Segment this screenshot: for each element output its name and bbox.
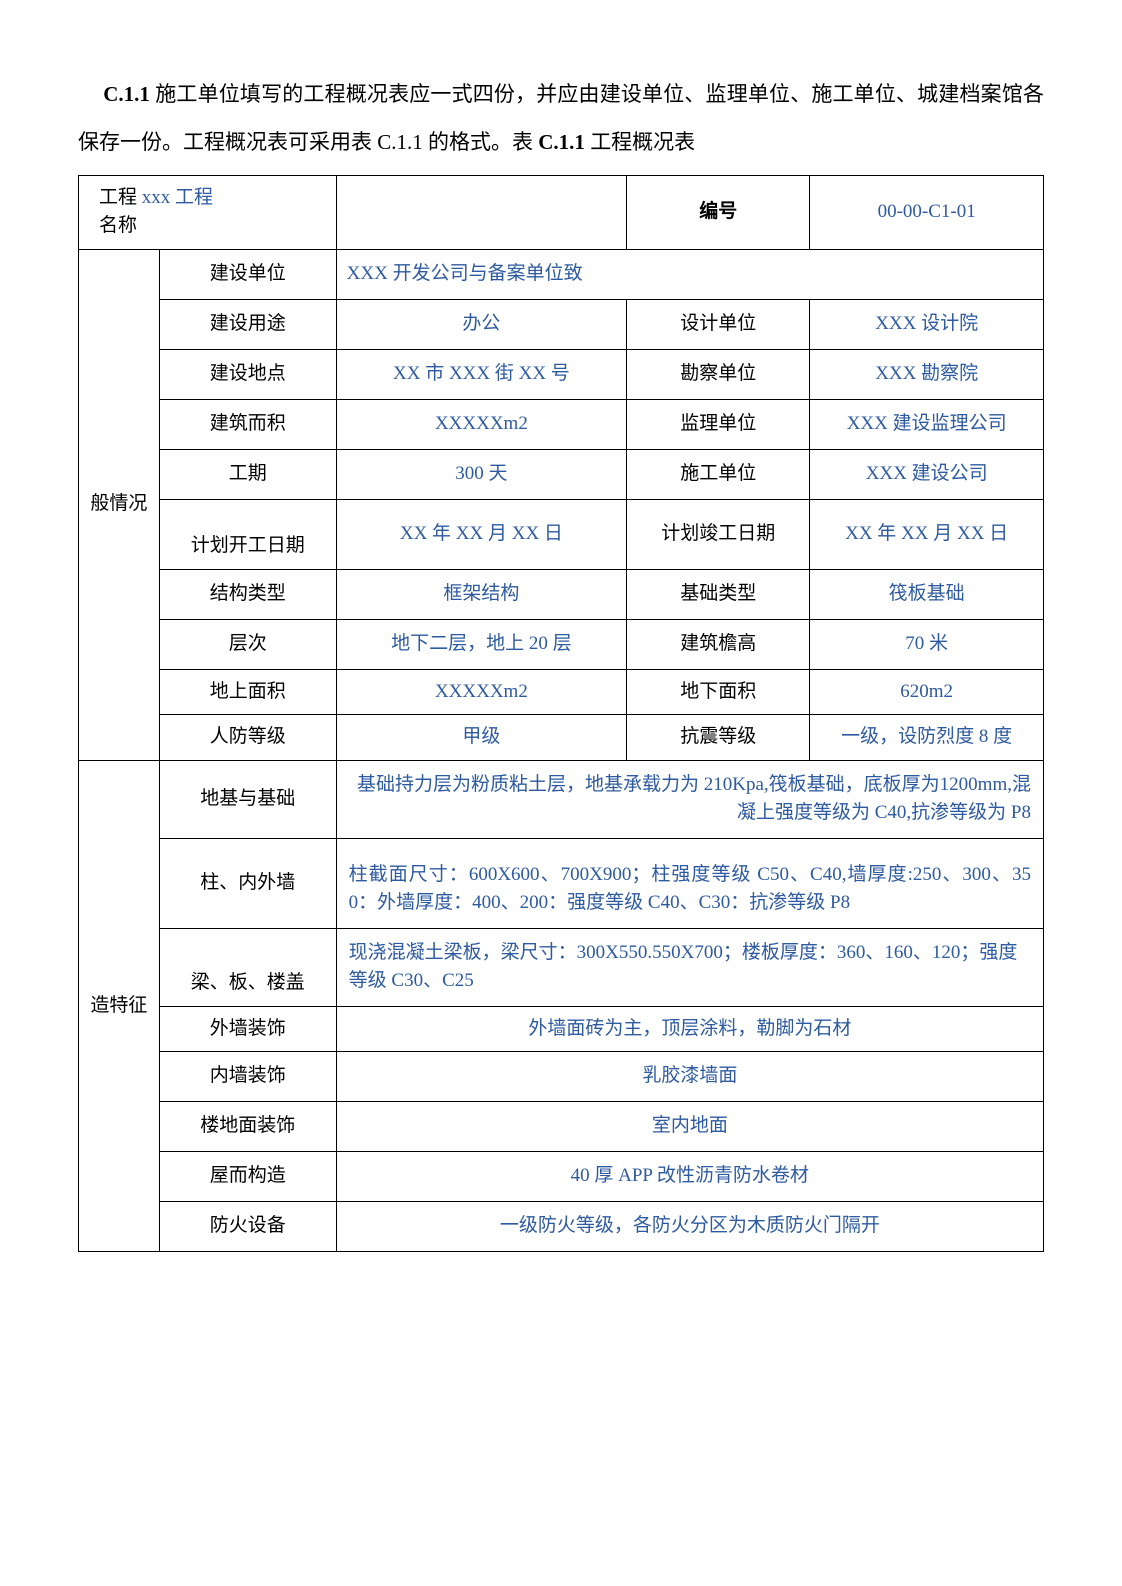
s2r6b: 室内地面 (336, 1102, 1043, 1152)
project-overview-table: 工程 xxx 工程 名称 编号 00-00-C1-01 般情况 建设单位 XXX… (78, 175, 1044, 1253)
s2r1a: 地基与基础 (159, 760, 336, 838)
s1r8b: 地下二层，地上 20 层 (336, 619, 627, 669)
intro-mid: C.1.1 (377, 130, 423, 154)
s1r10d: 一级，设防烈度 8 度 (810, 715, 1044, 761)
s1r2a: 建设用途 (159, 299, 336, 349)
s1r3d: XXX 勘察院 (810, 349, 1044, 399)
s1r2d: XXX 设计院 (810, 299, 1044, 349)
s1r7b: 框架结构 (336, 569, 627, 619)
s1r7c: 基础类型 (627, 569, 810, 619)
s1r8d: 70 米 (810, 619, 1044, 669)
s1r9c: 地下面积 (627, 669, 810, 715)
s2r6a: 楼地面装饰 (159, 1102, 336, 1152)
s1r1b: XXX 开发公司与备案单位致 (336, 249, 1043, 299)
s1r10a: 人防等级 (159, 715, 336, 761)
section1-title: 般情况 (79, 249, 160, 760)
s1r9a: 地上面积 (159, 669, 336, 715)
s1r4b: XXXXXm2 (336, 399, 627, 449)
s2r7a: 屋而构造 (159, 1152, 336, 1202)
s2r3a: 梁、板、楼盖 (159, 928, 336, 1006)
s1r5c: 施工单位 (627, 449, 810, 499)
intro-suffix: C.1.1 (538, 130, 585, 154)
project-name-cell: 工程 xxx 工程 名称 (79, 175, 337, 249)
s2r5a: 内墙装饰 (159, 1052, 336, 1102)
section2-title: 造特征 (79, 760, 160, 1252)
s2r8b: 一级防火等级，各防火分区为木质防火门隔开 (336, 1202, 1043, 1252)
proj-label1: 工程 (99, 187, 137, 208)
s2r4a: 外墙装饰 (159, 1006, 336, 1052)
s1r5b: 300 天 (336, 449, 627, 499)
intro-paragraph: C.1.1 施工单位填写的工程概况表应一式四份，并应由建设单位、监理单位、施工单… (78, 70, 1044, 167)
s1r8c: 建筑檐高 (627, 619, 810, 669)
proj-value: xxx 工程 (142, 187, 213, 208)
s1r3b: XX 市 XXX 街 XX 号 (336, 349, 627, 399)
proj-label2: 名称 (99, 215, 137, 236)
s1r4a: 建筑而积 (159, 399, 336, 449)
s2r4b: 外墙面砖为主，顶层涂料，勒脚为石材 (336, 1006, 1043, 1052)
s1r1a: 建设单位 (159, 249, 336, 299)
s1r6b: XX 年 XX 月 XX 日 (336, 499, 627, 569)
s1r6d: XX 年 XX 月 XX 日 (810, 499, 1044, 569)
s1r5d: XXX 建设公司 (810, 449, 1044, 499)
s1r4d: XXX 建设监理公司 (810, 399, 1044, 449)
spacer-cell (336, 175, 627, 249)
s2r3b: 现浇混凝土梁板，梁尺寸：300X550.550X700；楼板厚度：360、160… (336, 928, 1043, 1006)
s1r4c: 监理单位 (627, 399, 810, 449)
number-label: 编号 (627, 175, 810, 249)
s1r10c: 抗震等级 (627, 715, 810, 761)
s1r6a: 计划开工日期 (159, 499, 336, 569)
s1r2c: 设计单位 (627, 299, 810, 349)
s2r8a: 防火设备 (159, 1202, 336, 1252)
s1r2b: 办公 (336, 299, 627, 349)
s2r5b: 乳胶漆墙面 (336, 1052, 1043, 1102)
s1r9d: 620m2 (810, 669, 1044, 715)
s2r7b: 40 厚 APP 改性沥青防水卷材 (336, 1152, 1043, 1202)
s1r7a: 结构类型 (159, 569, 336, 619)
s1r7d: 筏板基础 (810, 569, 1044, 619)
intro-prefix: C.1.1 (103, 82, 150, 106)
s1r8a: 层次 (159, 619, 336, 669)
s1r3a: 建设地点 (159, 349, 336, 399)
s2r2b: 柱截面尺寸：600X600、700X900；柱强度等级 C50、C40,墙厚度:… (336, 838, 1043, 928)
s2r1b: 基础持力层为粉质粘土层，地基承载力为 210Kpa,筏板基础，底板厚为1200m… (336, 760, 1043, 838)
intro-body2: 的格式。表 (423, 130, 539, 154)
s1r6c: 计划竣工日期 (627, 499, 810, 569)
number-value: 00-00-C1-01 (810, 175, 1044, 249)
s2r2a: 柱、内外墙 (159, 838, 336, 928)
s1r5a: 工期 (159, 449, 336, 499)
intro-tail: 工程概况表 (585, 130, 695, 154)
s1r9b: XXXXXm2 (336, 669, 627, 715)
s1r10b: 甲级 (336, 715, 627, 761)
s1r3c: 勘察单位 (627, 349, 810, 399)
